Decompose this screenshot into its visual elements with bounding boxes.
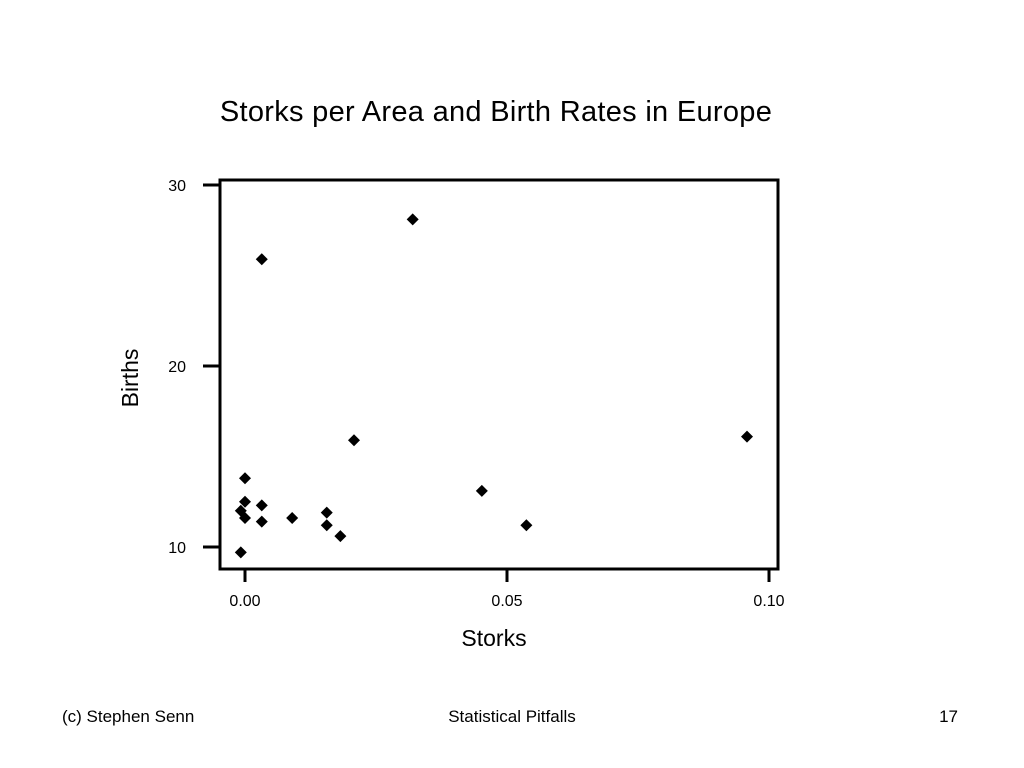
data-point-diamond — [320, 519, 333, 532]
data-point-diamond — [347, 434, 360, 447]
data-point-diamond — [320, 506, 333, 519]
plot-frame — [218, 178, 780, 571]
x-axis-title: Storks — [461, 625, 526, 651]
data-points — [234, 213, 753, 559]
x-tick-label: 0.05 — [491, 593, 522, 610]
data-point-diamond — [255, 253, 268, 266]
chart-title: Storks per Area and Birth Rates in Europ… — [219, 96, 773, 128]
y-tick-label: 10 — [168, 540, 186, 557]
data-point-diamond — [334, 530, 347, 543]
data-point-diamond — [239, 495, 251, 508]
data-point-diamond — [475, 484, 488, 497]
data-point-diamond — [255, 515, 268, 528]
y-tick-label: 20 — [168, 359, 186, 376]
footer-page-number: 17 — [939, 707, 958, 726]
data-point-diamond — [255, 499, 268, 512]
y-axis: 10 20 30 — [168, 178, 220, 557]
x-tick-label: 0.10 — [753, 593, 784, 610]
y-axis-title: Births — [117, 349, 143, 408]
y-tick-label: 30 — [168, 178, 186, 195]
data-point-diamond — [520, 519, 533, 532]
data-point-diamond — [406, 213, 419, 226]
footer-presentation-title: Statistical Pitfalls — [448, 707, 576, 726]
data-point-diamond — [239, 512, 251, 525]
footer-author: (c) Stephen Senn — [62, 707, 195, 726]
data-point-diamond — [239, 472, 251, 485]
data-point-diamond — [234, 546, 247, 559]
data-point-diamond — [740, 430, 753, 443]
x-tick-label: 0.00 — [229, 593, 260, 610]
data-point-diamond — [286, 512, 299, 525]
x-axis: 0.00 0.05 0.10 — [229, 569, 785, 610]
